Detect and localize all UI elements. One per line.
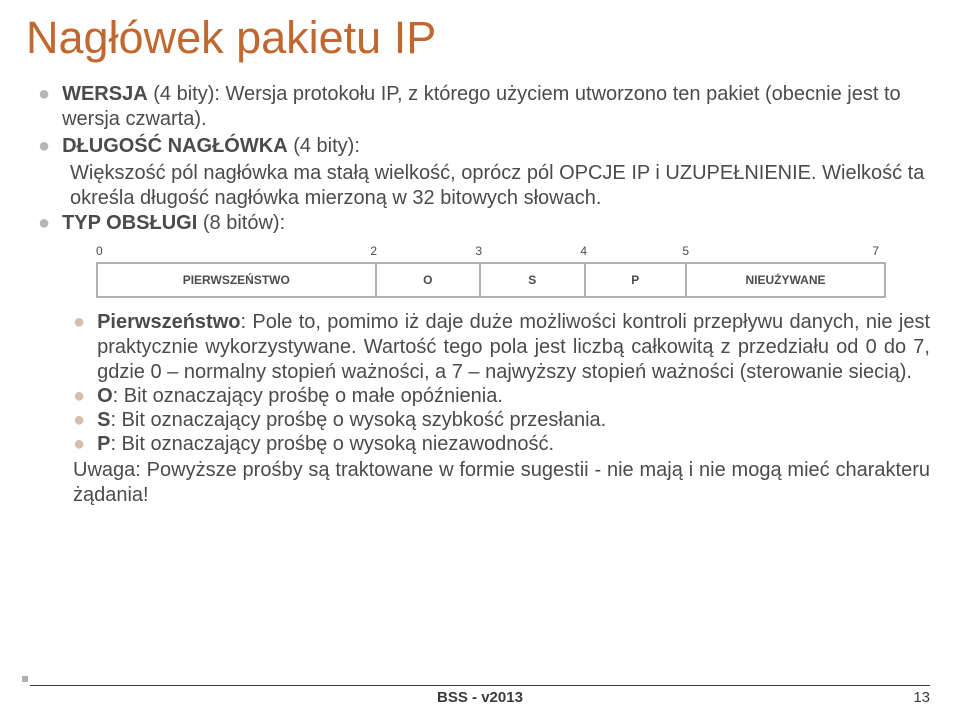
bullet-text: WERSJA (4 bity): Wersja protokołu IP, z … <box>62 82 930 132</box>
subfield-desc: : Bit oznaczający prośbę o małe opóźnien… <box>113 385 503 407</box>
bullet-text: DŁUGOŚĆ NAGŁÓWKA (4 bity): <box>62 134 930 159</box>
tick-label: 4 <box>482 244 587 258</box>
slide-title: Nagłówek pakietu IP <box>26 12 930 64</box>
sub-bullet-text: Pierwszeństwo: Pole to, pomimo iż daje d… <box>97 310 930 385</box>
field-desc: (4 bity): Wersja protokołu IP, z którego… <box>62 83 901 130</box>
bitfield-ticks: 0 2 3 4 5 7 <box>96 244 886 258</box>
bullet-continuation: Większość pól nagłówka ma stałą wielkość… <box>70 161 930 211</box>
sub-bullet-icon: ● <box>73 408 85 433</box>
sub-bullet-icon: ● <box>73 310 85 335</box>
bitfield-cell: S <box>481 264 585 296</box>
bitfield-cell: P <box>586 264 687 296</box>
note-text: Uwaga: Powyższe prośby są traktowane w f… <box>73 458 930 508</box>
field-name: DŁUGOŚĆ NAGŁÓWKA <box>62 135 288 157</box>
slide: Nagłówek pakietu IP ● WERSJA (4 bity): W… <box>0 0 960 716</box>
bitfield-row: PIERWSZEŃSTWO O S P NIEUŻYWANE <box>96 262 886 298</box>
subfield-name: S <box>97 409 110 431</box>
bitfield-cell: PIERWSZEŃSTWO <box>98 264 377 296</box>
page-number: 13 <box>913 689 930 706</box>
sub-bullet-text: P: Bit oznaczający prośbę o wysoką nieza… <box>97 432 930 457</box>
subfield-desc: : Bit oznaczający prośbę o wysoką szybko… <box>110 409 606 431</box>
subfield-name: Pierwszeństwo <box>97 311 240 333</box>
subfield-name: P <box>97 433 110 455</box>
bitfield-cell: O <box>377 264 481 296</box>
field-name: WERSJA <box>62 83 148 105</box>
bitfield-diagram: 0 2 3 4 5 7 PIERWSZEŃSTWO O S P NIEUŻYWA… <box>96 244 886 298</box>
sub-bullet: ● O: Bit oznaczający prośbę o małe opóźn… <box>73 384 930 409</box>
sub-bullet: ● Pierwszeństwo: Pole to, pomimo iż daje… <box>73 310 930 385</box>
sub-bullet-text: O: Bit oznaczający prośbę o małe opóźnie… <box>97 384 930 409</box>
field-desc: (8 bitów): <box>203 212 285 234</box>
bullet-icon: ● <box>38 134 50 159</box>
subfield-name: O <box>97 385 113 407</box>
subfield-desc: : Bit oznaczający prośbę o wysoką niezaw… <box>110 433 554 455</box>
bullet-item: ● DŁUGOŚĆ NAGŁÓWKA (4 bity): <box>38 134 930 159</box>
sub-bullet: ● P: Bit oznaczający prośbę o wysoką nie… <box>73 432 930 457</box>
field-desc: (4 bity): <box>293 135 360 157</box>
field-name: TYP OBSŁUGI <box>62 212 197 234</box>
bullet-item: ● WERSJA (4 bity): Wersja protokołu IP, … <box>38 82 930 132</box>
tick-label: 3 <box>377 244 482 258</box>
footer-divider <box>30 685 930 686</box>
tick-label: 5 <box>587 244 689 258</box>
sub-bullet-icon: ● <box>73 432 85 457</box>
bullet-icon: ● <box>38 82 50 107</box>
bitfield-cell: NIEUŻYWANE <box>687 264 884 296</box>
bullet-icon: ● <box>38 211 50 236</box>
content-block: ● WERSJA (4 bity): Wersja protokołu IP, … <box>30 82 930 508</box>
accent-square-icon <box>22 676 28 682</box>
sub-bullet-text: S: Bit oznaczający prośbę o wysoką szybk… <box>97 408 930 433</box>
bullet-text: TYP OBSŁUGI (8 bitów): <box>62 211 930 236</box>
sub-bullet-icon: ● <box>73 384 85 409</box>
bullet-item: ● TYP OBSŁUGI (8 bitów): <box>38 211 930 236</box>
tick-label: 7 <box>689 244 879 258</box>
sub-bullet: ● S: Bit oznaczający prośbę o wysoką szy… <box>73 408 930 433</box>
tick-label: 2 <box>102 244 377 258</box>
footer-label: BSS - v2013 <box>0 689 960 706</box>
